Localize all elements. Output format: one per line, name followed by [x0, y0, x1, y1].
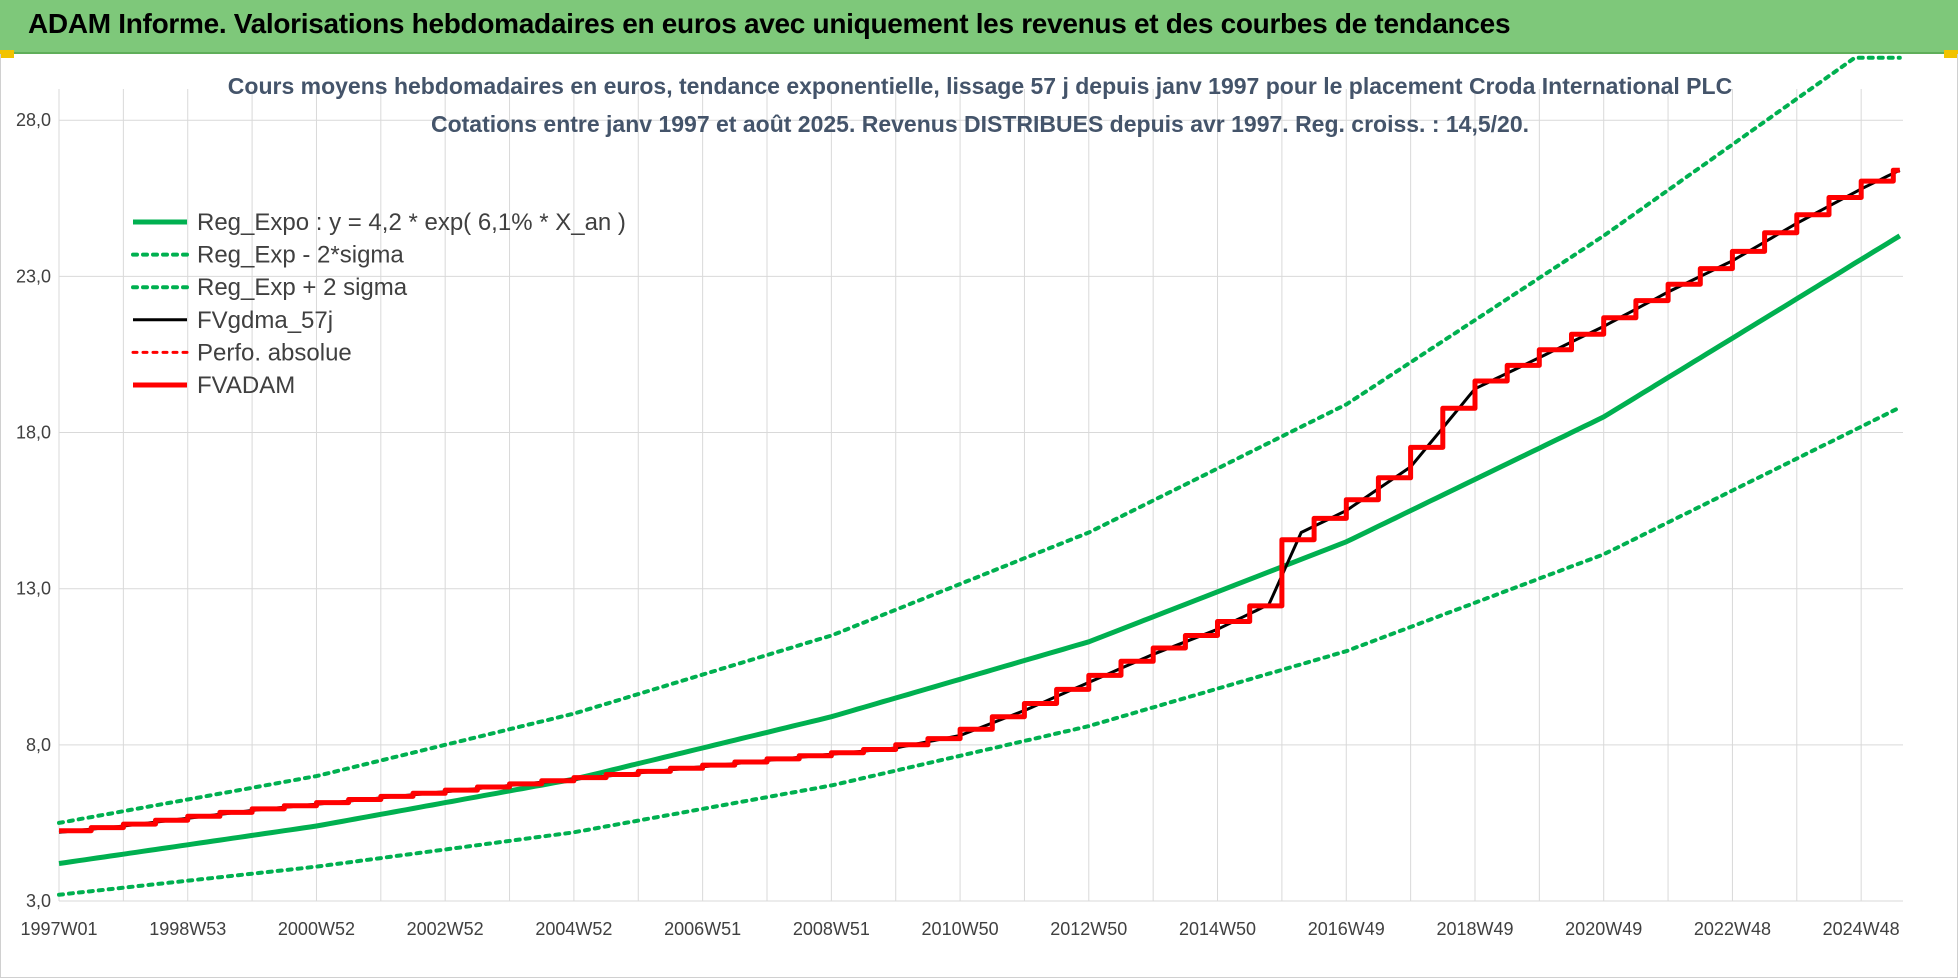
y-tick-label: 23,0: [16, 266, 51, 286]
chart-svg: Cours moyens hebdomadaires en euros, ten…: [16, 55, 1903, 939]
x-tick-label: 2008W51: [793, 919, 870, 939]
x-tick-label: 2022W48: [1694, 919, 1771, 939]
y-tick-label: 18,0: [16, 423, 51, 443]
legend: Reg_Expo : y = 4,2 * exp( 6,1% * X_an ) R…: [131, 209, 626, 399]
chart-title-line1: Cours moyens hebdomadaires en euros, ten…: [228, 73, 1732, 99]
legend-label: FVgdma_57j: [197, 307, 333, 334]
corner-marker: [1944, 50, 1958, 58]
grid-lines: [58, 89, 1903, 902]
x-tick-label: 2020W49: [1565, 919, 1642, 939]
chart-area: Cours moyens hebdomadaires en euros, ten…: [0, 54, 1958, 978]
report-title: ADAM Informe. Valorisations hebdomadaire…: [28, 8, 1511, 39]
x-tick-label: 2000W52: [278, 919, 355, 939]
y-tick-label: 28,0: [16, 110, 51, 130]
x-tick-label: 2018W49: [1436, 919, 1513, 939]
y-tick-label: 3,0: [26, 891, 51, 911]
x-tick-label: 2010W50: [922, 919, 999, 939]
corner-marker: [0, 50, 14, 58]
x-axis-ticks: 1997W01 1998W53 2000W52 2002W52 2004W52 2006W…: [20, 919, 1899, 939]
series-line-3: [58, 168, 1901, 834]
chart-title-line2: Cotations entre janv 1997 et août 2025. …: [431, 111, 1529, 137]
legend-label: FVADAM: [197, 372, 295, 399]
series-line-0: [58, 233, 1902, 866]
series-lines: [57, 55, 1902, 897]
x-tick-label: 2014W50: [1179, 919, 1256, 939]
y-tick-label: 8,0: [26, 735, 51, 755]
x-tick-label: 2016W49: [1308, 919, 1385, 939]
legend-label: Perfo. absolue: [197, 339, 352, 366]
x-tick-label: 1998W53: [149, 919, 226, 939]
x-tick-label: 2002W52: [407, 919, 484, 939]
y-axis-ticks: 3,0 8,0 13,0 18,0 23,0 28,0: [16, 110, 51, 911]
series-line-2: [57, 55, 1902, 825]
legend-label: Reg_Exp + 2 sigma: [197, 274, 408, 301]
series-line-1: [57, 405, 1902, 897]
series-line-5: [59, 167, 1900, 834]
x-tick-label: 2012W50: [1050, 919, 1127, 939]
x-tick-label: 2006W51: [664, 919, 741, 939]
x-tick-label: 2024W48: [1823, 919, 1900, 939]
legend-label: Reg_Exp - 2*sigma: [197, 242, 404, 269]
x-tick-label: 1997W01: [20, 919, 97, 939]
x-tick-label: 2004W52: [535, 919, 612, 939]
legend-label: Reg_Expo : y = 4,2 * exp( 6,1% * X_an ): [197, 209, 626, 236]
y-tick-label: 13,0: [16, 579, 51, 599]
report-header: ADAM Informe. Valorisations hebdomadaire…: [0, 0, 1958, 54]
